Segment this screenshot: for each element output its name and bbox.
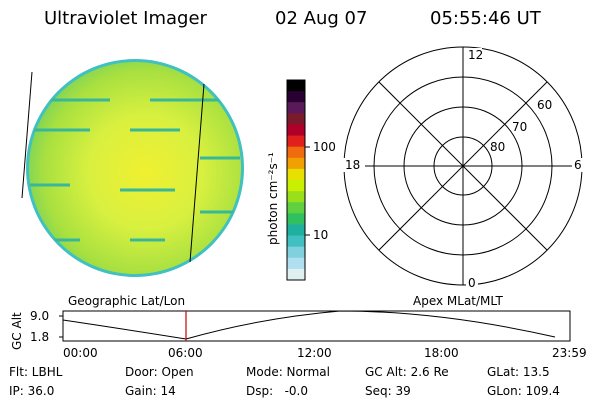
- colorbar: [286, 79, 306, 281]
- colorbar-segment: [287, 213, 305, 225]
- status-gc-alt: GC Alt: 2.6 Re: [365, 365, 449, 379]
- status-gain: Gain: 14: [125, 384, 176, 398]
- status-seq: Seq: 39: [365, 384, 411, 398]
- status-mode: Mode: Normal: [246, 365, 330, 379]
- timeline-xtick-1800: 18:00: [424, 346, 459, 360]
- colorbar-segment: [287, 202, 305, 214]
- colorbar-segment: [287, 146, 305, 159]
- polar-label-bg-12: [466, 48, 482, 61]
- polar-label-12: 12: [468, 48, 484, 62]
- timeline-frame: [62, 310, 571, 342]
- polar-label-70: 70: [512, 120, 528, 134]
- polar-grid: [343, 46, 583, 286]
- colorbar-segment: [287, 224, 305, 237]
- polar-label-18: 18: [345, 158, 361, 172]
- instrument-title: Ultraviolet Imager: [44, 8, 207, 29]
- timeline-ytick-9: 9.0: [30, 309, 50, 323]
- gc-alt-curve: [62, 310, 556, 340]
- colorbar-segment: [287, 157, 305, 170]
- polar-label-80: 80: [490, 140, 506, 154]
- colorbar-segment: [287, 246, 305, 259]
- colorbar-segment: [287, 235, 305, 248]
- timeline-xtick-0000: 00:00: [63, 346, 98, 360]
- colorbar-segment: [287, 168, 305, 181]
- timeline-left-label: Geographic Lat/Lon: [68, 294, 186, 308]
- status-glon: GLon: 109.4: [487, 384, 560, 398]
- colorbar-unit-label: photon cm⁻²s⁻¹: [266, 152, 280, 245]
- colorbar-segment: [287, 268, 305, 281]
- polar-label-bg-18: [343, 158, 365, 172]
- colorbar-segment: [287, 80, 305, 92]
- date-label: 02 Aug 07: [275, 8, 368, 29]
- timeline-xtick-2359: 23:59: [552, 346, 587, 360]
- colorbar-segment: [287, 135, 305, 148]
- colorbar-segment: [287, 257, 305, 270]
- time-label: 05:55:46 UT: [430, 8, 541, 29]
- status-dsp: Dsp: -0.0: [246, 384, 309, 398]
- polar-label-0: 0: [468, 276, 476, 290]
- uv-image-disk: [21, 59, 244, 277]
- polar-diagonal-2: [378, 81, 548, 251]
- polar-label-bg-6: [572, 158, 584, 172]
- colorbar-segment: [287, 124, 305, 137]
- colorbar-label-100: 100: [313, 140, 336, 154]
- colorbar-label-10: 10: [313, 228, 329, 242]
- timeline-xtick-0600: 06:00: [168, 346, 203, 360]
- polar-label-bg-0: [466, 276, 478, 289]
- colorbar-border: [286, 79, 306, 281]
- polar-label-6: 6: [574, 158, 582, 172]
- colorbar-segment: [287, 191, 305, 203]
- polar-label-60: 60: [537, 98, 553, 112]
- colorbar-segment: [287, 113, 305, 125]
- status-door: Door: Open: [125, 365, 194, 379]
- status-glat: GLat: 13.5: [487, 365, 550, 379]
- timeline-xtick-1200: 12:00: [297, 346, 332, 360]
- terminator-left: [21, 71, 33, 199]
- timeline-axis-title: GC Alt: [10, 312, 24, 350]
- status-flt: Flt: LBHL: [9, 365, 63, 379]
- colorbar-segment: [287, 91, 305, 103]
- colorbar-segment: [287, 102, 305, 114]
- timeline-right-label: Apex MLat/MLT: [413, 294, 503, 308]
- terminator-right: [189, 83, 205, 263]
- timeline-ytick-1_8: 1.8: [30, 330, 50, 344]
- colorbar-segment: [287, 180, 305, 192]
- status-ip: IP: 36.0: [9, 384, 55, 398]
